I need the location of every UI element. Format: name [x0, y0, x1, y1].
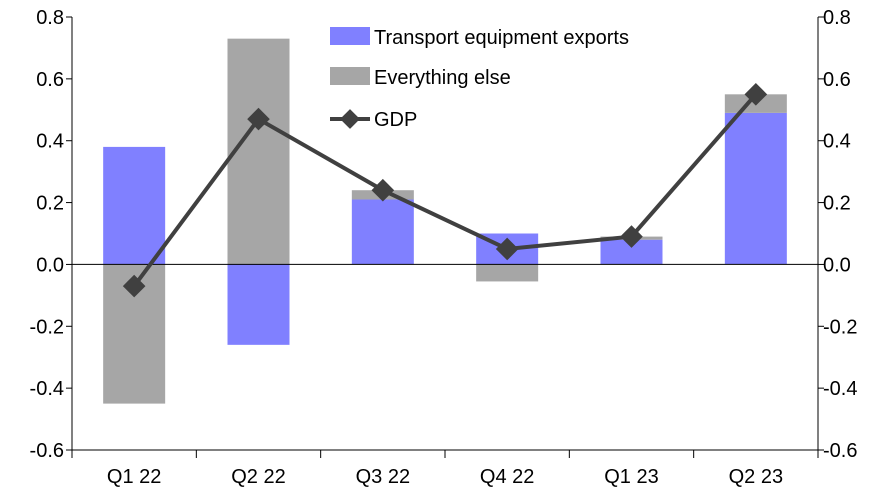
- gdp-line: [132, 93, 758, 288]
- y-tick-label-right: 0.4: [823, 131, 851, 153]
- y-tick-label-left: 0.2: [36, 193, 64, 215]
- legend-swatch-everything-else: [330, 67, 370, 85]
- y-tick-label-right: 0.0: [823, 254, 851, 276]
- legend-label-gdp: GDP: [374, 109, 417, 131]
- y-tick-label-left: 0.8: [36, 7, 64, 29]
- gdp-point-marker: [744, 83, 768, 106]
- bar-everything-else-q2-22: [227, 38, 290, 265]
- x-tick-label: Q2 22: [231, 466, 285, 488]
- y-tick-label-right: 0.8: [823, 7, 851, 29]
- x-tick-label: Q1 22: [107, 466, 161, 488]
- legend: Transport equipment exports Everything e…: [330, 27, 629, 131]
- legend-swatch-transport: [330, 27, 370, 45]
- x-tick-label: Q1 23: [604, 466, 658, 488]
- x-tick-label: Q2 23: [729, 466, 783, 488]
- y-tick-label-right: 0.2: [823, 193, 851, 215]
- bar-transport-equipment-exports-q1-22: [103, 146, 166, 265]
- gdp-line-layer: [122, 83, 768, 298]
- bar-transport-equipment-exports-q2-23: [724, 112, 787, 265]
- x-tick-label: Q3 22: [356, 466, 410, 488]
- y-tick-label-left: -0.4: [30, 378, 64, 400]
- bar-transport-equipment-exports-q2-22: [227, 264, 290, 345]
- gdp-point-marker: [247, 107, 270, 131]
- bar-transport-equipment-exports-q3-22: [351, 199, 414, 265]
- y-tick-label-left: 0.4: [36, 131, 64, 153]
- y-tick-label-right: -0.6: [823, 440, 857, 462]
- bar-everything-else-q4-22: [476, 264, 539, 282]
- y-tick-label-right: -0.4: [823, 378, 857, 400]
- legend-label-everything-else: Everything else: [374, 67, 511, 89]
- y-tick-label-left: 0.6: [36, 69, 64, 91]
- legend-label-transport: Transport equipment exports: [374, 27, 629, 49]
- x-tick-label: Q4 22: [480, 466, 534, 488]
- y-tick-label-left: 0.0: [36, 254, 64, 276]
- y-tick-label-left: -0.6: [30, 440, 64, 462]
- y-tick-label-right: -0.2: [823, 316, 857, 338]
- legend-swatch-gdp-marker: [340, 109, 360, 129]
- gdp-point-marker: [495, 237, 519, 261]
- y-tick-label-left: -0.2: [30, 316, 64, 338]
- bars-layer: [103, 38, 787, 404]
- axes-layer: Q1 22 Q2 22 Q3 22 Q4 22 Q1 23 Q2 23 0.8 0.8 0.6 0…: [30, 7, 858, 488]
- y-tick-label-right: 0.6: [823, 69, 851, 91]
